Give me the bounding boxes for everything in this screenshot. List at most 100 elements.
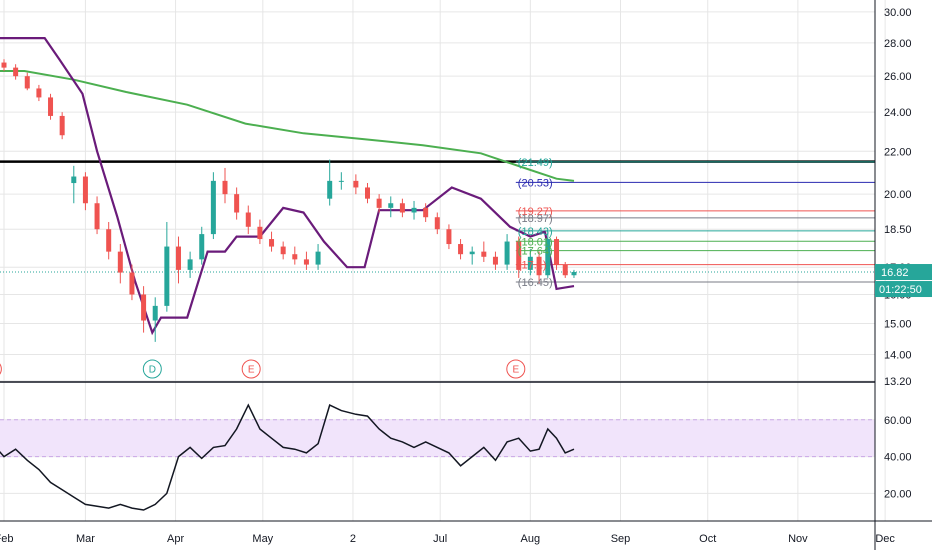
rsi-tick-label: 20.00: [884, 488, 912, 500]
candle-body: [199, 234, 205, 260]
current-price-value: 16.82: [881, 267, 909, 279]
rsi-axis-labels[interactable]: 60.00 40.00 20.00: [884, 415, 912, 501]
price-tags: 16.82 01:22:50: [875, 264, 932, 298]
supertrend-line: [0, 36, 575, 336]
time-tick-label: Aug: [521, 533, 541, 545]
candle-body: [376, 198, 382, 208]
event-marker-label: E: [248, 365, 255, 376]
rsi-line: [0, 403, 575, 511]
candle-body: [571, 272, 577, 276]
candle-body: [164, 246, 170, 306]
candle-body: [516, 241, 522, 270]
price-tick-label: 13.20: [884, 376, 912, 388]
candle-body: [353, 180, 359, 188]
fib-level-label: (19.27): [518, 206, 553, 218]
fib-level-label: (18.43): [518, 226, 553, 238]
candle-body: [117, 251, 123, 273]
fib-labels: (21.49) (20.53) (19.27)(18.97)(18.43)(18.0…: [518, 157, 553, 289]
price-tick-label: 26.00: [884, 71, 912, 83]
rsi-tick-label: 40.00: [884, 452, 912, 464]
candle-body: [423, 207, 429, 218]
candle-body: [388, 203, 394, 208]
price-tick-label: 14.00: [884, 350, 912, 362]
current-price-tag: [875, 264, 932, 281]
candle-body: [13, 67, 19, 77]
candle-body: [269, 239, 275, 247]
time-tick-label: Sep: [611, 533, 631, 545]
fib-level-label: (18.01): [518, 236, 553, 248]
event-marker-circle: [142, 359, 162, 379]
candle-body: [24, 76, 30, 89]
candle-body: [245, 212, 251, 227]
fib-level-label: (18.97): [518, 213, 553, 225]
price-tick-label: 28.00: [884, 38, 912, 50]
candle-body: [141, 294, 147, 321]
candle-body: [411, 207, 417, 213]
price-tick-label: 30.00: [884, 7, 912, 19]
event-markers[interactable]: EDEE: [0, 359, 526, 379]
price-tick-label: 24.00: [884, 107, 912, 119]
time-tick-label: Dec: [875, 533, 895, 545]
event-marker-circle: [506, 359, 526, 379]
price-tick-label: 18.50: [884, 224, 912, 236]
fib-level-label: (17.1): [518, 260, 547, 272]
candle-body: [82, 176, 88, 204]
candle-body: [469, 251, 475, 255]
candle-body: [257, 226, 263, 240]
horizontal-lines[interactable]: [0, 160, 875, 283]
countdown-tag: [875, 281, 932, 298]
time-tick-label: Jul: [433, 533, 447, 545]
rsi-path: [0, 403, 575, 511]
time-tick-label: Nov: [788, 533, 808, 545]
event-marker-circle: [0, 363, 2, 375]
rsi-band-fill: [0, 419, 875, 457]
candle-body: [527, 256, 533, 270]
candle-body: [303, 259, 309, 265]
price-tick-label: 20.00: [884, 189, 912, 201]
fib-level-label: (17.64): [518, 246, 553, 258]
time-tick-label: Apr: [167, 533, 184, 545]
candle-body: [365, 187, 370, 199]
candle-body: [222, 180, 228, 195]
candle-body: [1, 62, 7, 68]
candle-body: [187, 259, 193, 270]
candle-body: [434, 217, 440, 230]
candle-body: [94, 203, 100, 230]
event-marker-label: E: [512, 365, 519, 376]
candlesticks: [1, 59, 577, 342]
candle-body: [175, 246, 181, 270]
rsi-tick-label: 60.00: [884, 415, 912, 427]
event-marker-label: D: [149, 365, 156, 376]
fib-level-label: (20.53): [518, 177, 553, 189]
candle-body: [71, 176, 77, 184]
candle-body: [210, 180, 216, 235]
candle-body: [106, 229, 112, 252]
time-axis-labels[interactable]: Feb Mar Apr May 2 Jul Aug Sep Oct Nov Dec: [0, 533, 895, 545]
candle-body: [399, 203, 405, 213]
candle-body: [280, 246, 286, 255]
price-tick-label: 15.00: [884, 319, 912, 331]
time-tick-label: Oct: [699, 533, 716, 545]
candle-body: [327, 180, 333, 199]
candle-body: [458, 244, 464, 255]
countdown-value: 01:22:50: [879, 284, 922, 296]
candle-body: [545, 239, 551, 276]
time-tick-label: 2: [350, 533, 356, 545]
fib-level-label: (21.49): [518, 157, 553, 169]
candle-body: [446, 229, 452, 245]
candle-body: [338, 180, 344, 182]
time-tick-label: May: [252, 533, 273, 545]
fib-level-label: (16.45): [518, 277, 553, 289]
supertrend-path: [0, 36, 575, 336]
rsi-band: [0, 419, 875, 458]
candle-body: [59, 115, 65, 136]
candle-body: [481, 251, 487, 257]
price-axis-labels[interactable]: 30.0028.0026.0024.0022.0020.0018.5017.00…: [884, 7, 912, 388]
candle-body: [504, 241, 510, 265]
candle-body: [554, 239, 560, 265]
candle-body: [492, 256, 498, 265]
candle-body: [129, 272, 135, 295]
